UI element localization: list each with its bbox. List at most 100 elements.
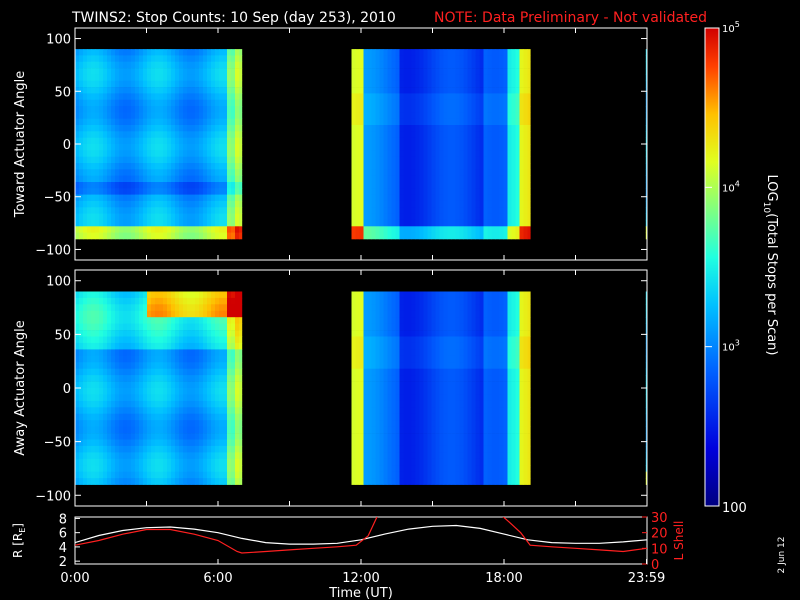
heatmap-cell	[435, 394, 440, 402]
heatmap-cell	[83, 74, 88, 82]
heatmap-cell	[183, 188, 188, 195]
heatmap-cell	[127, 219, 132, 227]
heatmap-cell	[171, 381, 176, 389]
heatmap-cell	[411, 200, 416, 208]
heatmap-cell	[491, 61, 496, 69]
heatmap-cell	[387, 317, 392, 324]
heatmap-cell	[115, 330, 120, 337]
heatmap-cell	[203, 349, 208, 357]
heatmap-cell	[475, 426, 480, 434]
heatmap-cell	[155, 465, 160, 472]
heatmap-cell	[383, 188, 388, 195]
heatmap-cell	[91, 125, 96, 132]
heatmap-cell	[399, 471, 404, 479]
heatmap-cell	[207, 330, 212, 337]
heatmap-cell	[451, 394, 456, 402]
heatmap-cell	[519, 219, 524, 227]
heatmap-cell	[135, 61, 140, 69]
heatmap-cell	[467, 413, 472, 421]
heatmap-cell	[223, 452, 228, 460]
heatmap-cell	[427, 458, 432, 466]
heatmap-cell	[395, 439, 400, 447]
heatmap-cell	[431, 452, 436, 460]
heatmap-cell	[235, 349, 240, 357]
heatmap-cell	[143, 137, 148, 145]
heatmap-cell	[199, 194, 204, 202]
heatmap-cell	[351, 232, 356, 240]
heatmap-cell	[171, 156, 176, 164]
heatmap-cell	[411, 106, 416, 113]
heatmap-cell	[211, 362, 216, 370]
heatmap-cell	[379, 452, 384, 460]
heatmap-cell	[159, 291, 164, 299]
heatmap-cell	[179, 420, 184, 427]
heatmap-cell	[159, 368, 164, 376]
heatmap-cell	[147, 323, 152, 331]
heatmap-cell	[503, 93, 508, 101]
heatmap-cell	[151, 323, 156, 331]
heatmap-cell	[199, 297, 204, 305]
heatmap-cell	[523, 137, 528, 145]
heatmap-cell	[231, 388, 236, 395]
heatmap-cell	[375, 452, 380, 460]
heatmap-cell	[427, 182, 432, 189]
heatmap-cell	[379, 375, 384, 382]
heatmap-cell	[207, 99, 212, 107]
heatmap-cell	[119, 226, 124, 233]
heatmap-cell	[219, 458, 224, 466]
heatmap-cell	[115, 93, 120, 101]
heatmap-cell	[195, 194, 200, 202]
heatmap-cell	[187, 207, 192, 214]
heatmap-cell	[171, 232, 176, 240]
heatmap-cell	[135, 93, 140, 101]
heatmap-cell	[199, 388, 204, 395]
y-axis-label: Toward Actuator Angle	[13, 71, 28, 218]
heatmap-cell	[355, 68, 360, 75]
heatmap-cell	[399, 452, 404, 460]
heatmap-cell	[387, 400, 392, 408]
heatmap-cell	[143, 433, 148, 440]
heatmap-cell	[455, 61, 460, 69]
heatmap-cell	[423, 368, 428, 376]
heatmap-cell	[475, 349, 480, 357]
heatmap-cell	[203, 452, 208, 460]
heatmap-cell	[351, 74, 356, 82]
heatmap-cell	[203, 304, 208, 312]
heatmap-cell	[95, 163, 100, 170]
heatmap-cell	[199, 74, 204, 82]
heatmap-cell	[207, 471, 212, 479]
heatmap-cell	[459, 150, 464, 157]
heatmap-cell	[99, 336, 104, 344]
heatmap-cell	[219, 291, 224, 299]
heatmap-cell	[199, 68, 204, 75]
heatmap-cell	[507, 137, 512, 145]
heatmap-cell	[459, 342, 464, 350]
heatmap-cell	[207, 226, 212, 233]
heatmap-cell	[195, 125, 200, 132]
heatmap-cell	[115, 400, 120, 408]
heatmap-cell	[495, 194, 500, 202]
heatmap-cell	[99, 118, 104, 126]
heatmap-cell	[143, 400, 148, 408]
heatmap-cell	[467, 478, 472, 485]
heatmap-cell	[443, 131, 448, 138]
heatmap-cell	[411, 342, 416, 350]
heatmap-cell	[511, 80, 516, 88]
heatmap-cell	[211, 118, 216, 126]
heatmap-cell	[483, 87, 488, 94]
heatmap-cell	[119, 219, 124, 227]
heatmap-cell	[507, 226, 512, 233]
heatmap-cell	[111, 330, 116, 337]
heatmap-cell	[123, 49, 128, 56]
heatmap-cell	[179, 226, 184, 233]
heatmap-cell	[363, 445, 368, 453]
heatmap-cell	[435, 232, 440, 240]
heatmap-cell	[123, 317, 128, 324]
heatmap-cell	[439, 61, 444, 69]
heatmap-cell	[83, 433, 88, 440]
heatmap-cell	[351, 323, 356, 331]
heatmap-cell	[399, 413, 404, 421]
heatmap-cell	[447, 150, 452, 157]
heatmap-cell	[143, 413, 148, 421]
heatmap-cell	[411, 458, 416, 466]
